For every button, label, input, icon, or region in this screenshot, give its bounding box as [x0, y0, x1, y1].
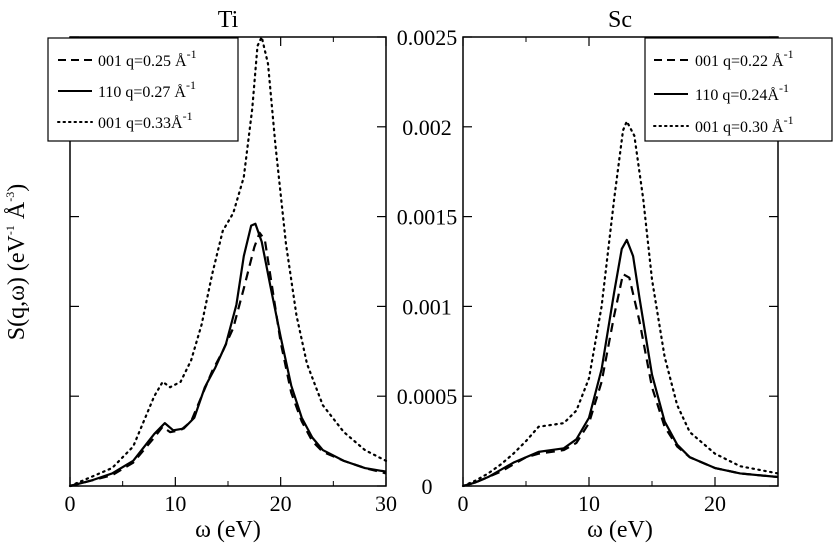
x-tick-label-0-0: 0 [65, 491, 76, 516]
series-line-0-2 [68, 35, 388, 488]
y-tick-label-1: 0.0005 [397, 384, 458, 409]
legend-sup-sc-1: -1 [779, 81, 789, 95]
legend-label-sc-2: 001 q=0.30 Å-1 [695, 113, 794, 136]
x-tick-labels-sc: 0 10 20 [458, 491, 727, 516]
plot-frame-ti [69, 36, 387, 487]
legend-text-ti-2: 001 q=0.33Å [98, 114, 183, 132]
x-axis-title-ti: ω (eV) [195, 517, 261, 543]
series-line-1-1 [462, 238, 779, 488]
panel-title-ti: Ti [218, 7, 239, 33]
series-line-1-2 [461, 120, 780, 488]
legend-box-sc [644, 37, 833, 142]
x-axis-title-sc: ω (eV) [587, 517, 653, 543]
curves-ti [68, 35, 388, 488]
legend-text-ti-0: 001 q=0.25 Å [98, 52, 187, 70]
y-axis-title-sup1: -1 [3, 225, 17, 235]
legend-label-ti-1: 110 q=0.27 Å-1 [98, 78, 196, 101]
x-tick-label-0-3: 30 [375, 491, 397, 516]
legend-text-sc-0: 001 q=0.22 Å [695, 52, 784, 70]
plot-frame-sc [462, 36, 779, 487]
legend-sup-ti-2: -1 [183, 109, 193, 123]
y-axis-title: S(q,ω) (eV-1 Å-3) [3, 184, 30, 340]
y-axis-title-unit: Å [4, 201, 30, 225]
x-tick-label-1-0: 0 [458, 491, 469, 516]
legend-sc: 001 q=0.22 Å-1 110 q=0.24Å-1 001 q=0.30 … [644, 37, 833, 142]
y-tick-label-0: 0 [422, 474, 433, 499]
y-tick-label-4: 0.002 [402, 115, 452, 140]
panel-sc: Sc ω (eV) 0 10 20 001 q=0.22 Å-1 110 q=0.2… [458, 7, 833, 543]
legend-sup-ti-0: -1 [187, 47, 197, 61]
legend-text-ti-1: 110 q=0.27 Å [98, 83, 186, 101]
series-line-0-1 [69, 222, 387, 488]
y-tick-label-3: 0.0015 [397, 205, 458, 230]
y-tick-label-5: 0.0025 [397, 25, 458, 50]
y-axis-title-close: ) [4, 184, 30, 192]
y-tick-labels: 0 0.0005 0.001 0.0015 0.002 0.0025 [397, 25, 458, 499]
y-axis-title-main: S(q,ω) (eV [4, 234, 30, 340]
legend-text-sc-2: 001 q=0.30 Å [695, 118, 784, 136]
panel-title-sc: Sc [608, 7, 632, 33]
x-tick-label-1-1: 10 [578, 491, 600, 516]
legend-label-ti-0: 001 q=0.25 Å-1 [98, 47, 197, 70]
y-tick-label-2: 0.001 [402, 294, 452, 319]
legend-box-ti [47, 37, 239, 142]
legend-sup-sc-0: -1 [784, 47, 794, 61]
legend-label-sc-1: 110 q=0.24Å-1 [695, 81, 789, 104]
x-tick-label-0-1: 10 [164, 491, 186, 516]
legend-text-sc-1: 110 q=0.24Å [695, 86, 779, 104]
y-axis-title-sup2: -3 [3, 192, 17, 202]
legend-sup-sc-2: -1 [784, 113, 794, 127]
legend-label-sc-0: 001 q=0.22 Å-1 [695, 47, 794, 70]
series-line-1-0 [462, 272, 779, 488]
series-line-0-0 [69, 231, 387, 488]
curves-sc [461, 120, 780, 488]
x-tick-labels-ti: 0 10 20 30 [65, 491, 398, 516]
x-tick-label-0-2: 20 [270, 491, 292, 516]
legend-ti: 001 q=0.25 Å-1 110 q=0.27 Å-1 001 q=0.33… [47, 37, 239, 142]
legend-sup-ti-1: -1 [186, 78, 196, 92]
x-tick-label-1-2: 20 [704, 491, 726, 516]
panel-ti: Ti ω (eV) 0 10 20 30 001 q=0.25 Å-1 110 q=0… [47, 7, 398, 543]
legend-label-ti-2: 001 q=0.33Å-1 [98, 109, 193, 132]
